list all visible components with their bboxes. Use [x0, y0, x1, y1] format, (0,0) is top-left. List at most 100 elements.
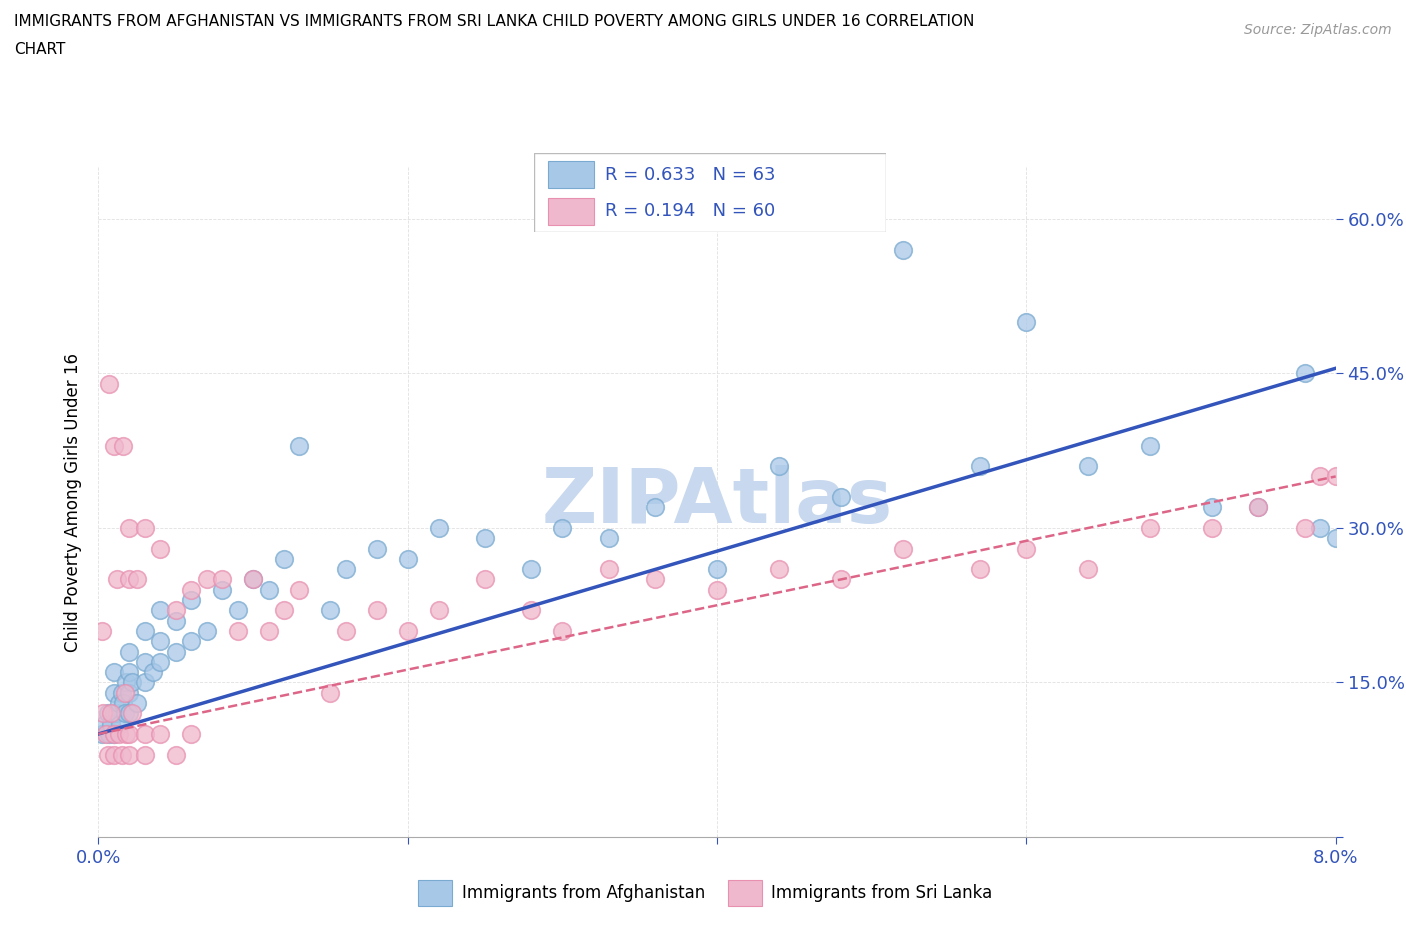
Point	[180, 726, 202, 741]
Point	[121, 706, 143, 721]
Point	[969, 562, 991, 577]
Text: Immigrants from Afghanistan: Immigrants from Afghanistan	[461, 884, 704, 902]
Point	[242, 572, 264, 587]
Point	[1139, 438, 1161, 453]
Point	[1324, 469, 1347, 484]
Point	[830, 489, 852, 504]
Point	[551, 623, 574, 638]
Point	[96, 726, 118, 741]
Point	[103, 706, 125, 721]
Point	[107, 696, 129, 711]
Point	[118, 521, 141, 536]
Bar	[728, 880, 762, 906]
Point	[118, 644, 141, 659]
Bar	[548, 162, 593, 188]
Point	[891, 541, 914, 556]
Point	[115, 726, 138, 741]
Point	[1015, 541, 1038, 556]
Point	[103, 726, 125, 741]
Point	[211, 572, 233, 587]
Point	[427, 521, 450, 536]
Point	[114, 685, 136, 700]
Point	[706, 582, 728, 597]
Point	[90, 726, 112, 741]
Point	[134, 726, 156, 741]
Point	[97, 747, 120, 762]
Point	[335, 562, 357, 577]
Point	[165, 644, 187, 659]
Point	[226, 623, 249, 638]
Point	[149, 603, 172, 618]
Point	[1139, 521, 1161, 536]
Point	[97, 706, 120, 721]
Point	[1201, 500, 1223, 515]
Y-axis label: Child Poverty Among Girls Under 16: Child Poverty Among Girls Under 16	[65, 352, 83, 652]
Text: IMMIGRANTS FROM AFGHANISTAN VS IMMIGRANTS FROM SRI LANKA CHILD POVERTY AMONG GIR: IMMIGRANTS FROM AFGHANISTAN VS IMMIGRANT…	[14, 14, 974, 29]
Point	[335, 623, 357, 638]
Point	[1309, 469, 1331, 484]
Point	[830, 572, 852, 587]
Point	[112, 696, 135, 711]
Point	[195, 623, 218, 638]
Text: Source: ZipAtlas.com: Source: ZipAtlas.com	[1244, 23, 1392, 37]
Point	[103, 726, 125, 741]
Text: CHART: CHART	[14, 42, 66, 57]
Point	[134, 623, 156, 638]
Point	[1077, 458, 1099, 473]
Point	[103, 685, 125, 700]
Point	[149, 726, 172, 741]
Point	[149, 541, 172, 556]
Point	[134, 747, 156, 762]
Point	[474, 531, 496, 546]
Point	[319, 685, 342, 700]
Point	[474, 572, 496, 587]
Point	[288, 438, 311, 453]
Point	[1294, 366, 1316, 381]
Text: R = 0.633   N = 63: R = 0.633 N = 63	[605, 166, 775, 184]
Point	[127, 572, 149, 587]
Point	[242, 572, 264, 587]
Point	[273, 551, 295, 566]
Point	[165, 613, 187, 628]
Point	[180, 634, 202, 649]
Point	[211, 582, 233, 597]
Point	[107, 726, 129, 741]
Point	[115, 675, 138, 690]
Point	[149, 655, 172, 670]
Point	[768, 458, 790, 473]
Point	[396, 623, 419, 638]
Text: Immigrants from Sri Lanka: Immigrants from Sri Lanka	[770, 884, 993, 902]
Point	[1309, 521, 1331, 536]
Point	[768, 562, 790, 577]
Point	[100, 716, 122, 731]
Bar	[548, 198, 593, 225]
Point	[195, 572, 218, 587]
Point	[118, 706, 141, 721]
Point	[134, 655, 156, 670]
Point	[1247, 500, 1270, 515]
Point	[319, 603, 342, 618]
Point	[103, 747, 125, 762]
Point	[91, 706, 114, 721]
Point	[93, 716, 115, 731]
Point	[127, 696, 149, 711]
Point	[118, 665, 141, 680]
Point	[118, 726, 141, 741]
Point	[1247, 500, 1270, 515]
Point	[118, 572, 141, 587]
Point	[111, 747, 134, 762]
Point	[1015, 314, 1038, 329]
Point	[98, 726, 121, 741]
Point	[103, 665, 125, 680]
Point	[180, 582, 202, 597]
Point	[520, 603, 543, 618]
Point	[644, 572, 666, 587]
Point	[1077, 562, 1099, 577]
Point	[108, 716, 131, 731]
Point	[1294, 521, 1316, 536]
Point	[598, 531, 620, 546]
Point	[98, 377, 121, 392]
Bar	[419, 880, 453, 906]
Point	[706, 562, 728, 577]
FancyBboxPatch shape	[534, 153, 886, 232]
